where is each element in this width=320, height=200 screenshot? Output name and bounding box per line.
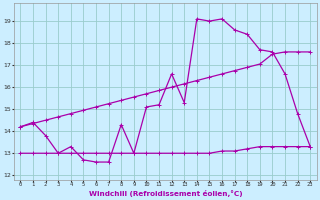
X-axis label: Windchill (Refroidissement éolien,°C): Windchill (Refroidissement éolien,°C) <box>89 190 242 197</box>
